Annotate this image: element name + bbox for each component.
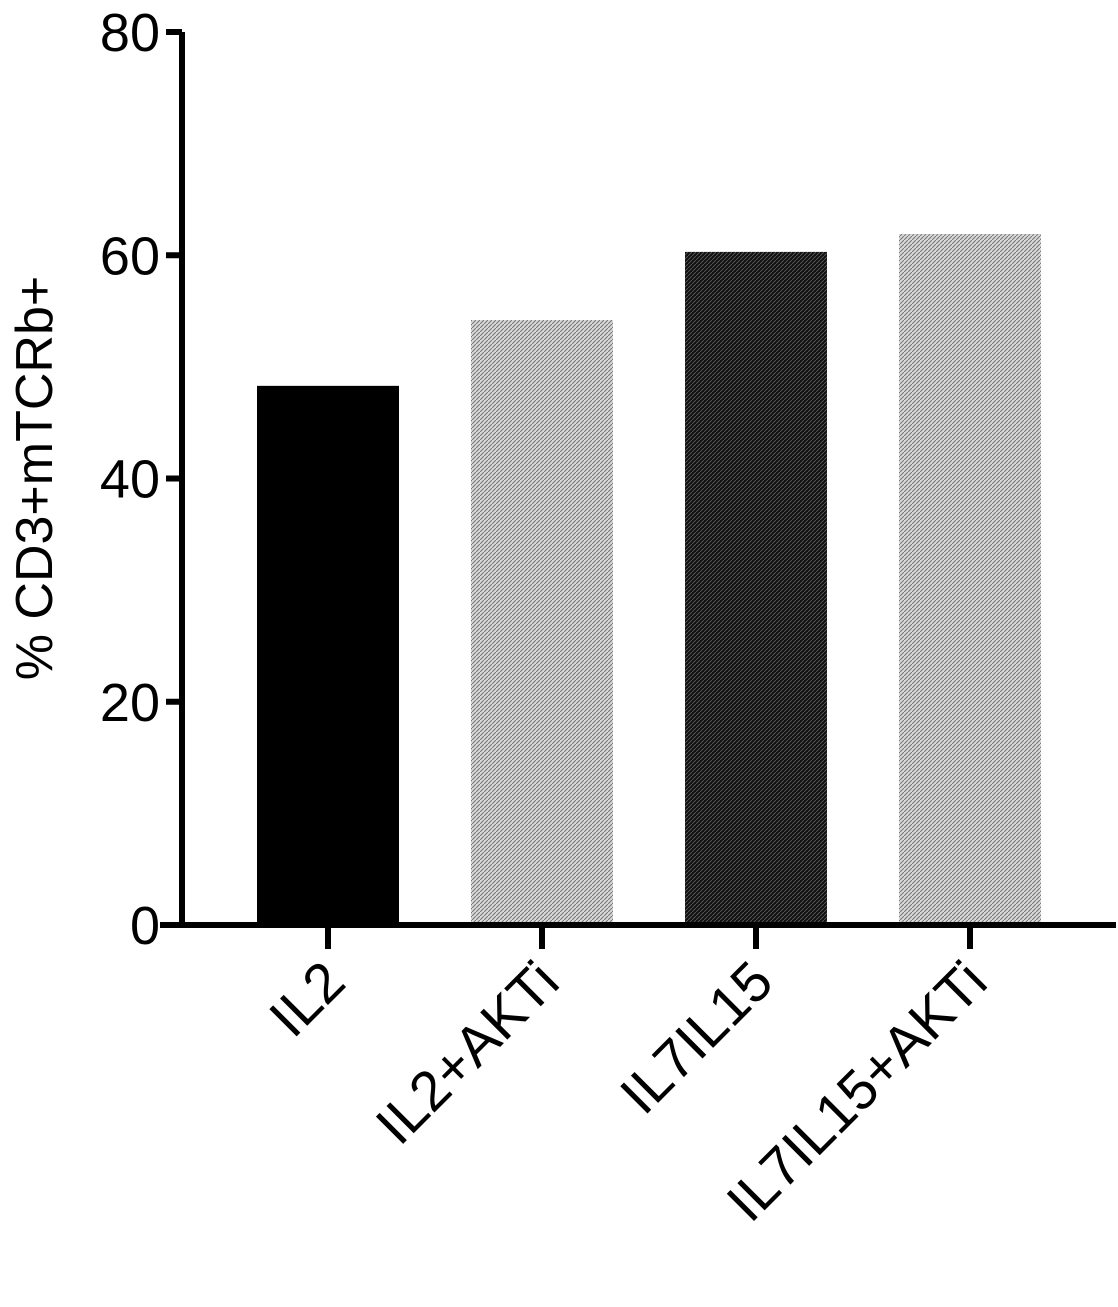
y-tick-label: 0 [130,896,160,956]
y-tick-label: 60 [100,226,160,286]
y-axis: 0 20 40 60 80 [100,3,182,956]
x-tick-label: IL2 [257,949,357,1049]
y-tick-label: 40 [100,450,160,510]
y-tick-label: 80 [100,3,160,63]
bar-il7il15 [685,252,827,925]
bar-il7il15-akti [899,234,1041,925]
x-axis: IL2IL2+AKTiIL7IL15IL7IL15+AKTi [160,925,1116,1233]
bar-il2-akti [471,320,613,925]
y-axis-title: % CD3+mTCRb+ [6,276,64,681]
bars-group [257,234,1041,925]
bar-il2 [257,386,399,925]
y-tick-label: 20 [100,673,160,733]
x-tick-label: IL7IL15 [608,949,785,1126]
x-tick-label: IL2+AKTi [363,949,570,1156]
